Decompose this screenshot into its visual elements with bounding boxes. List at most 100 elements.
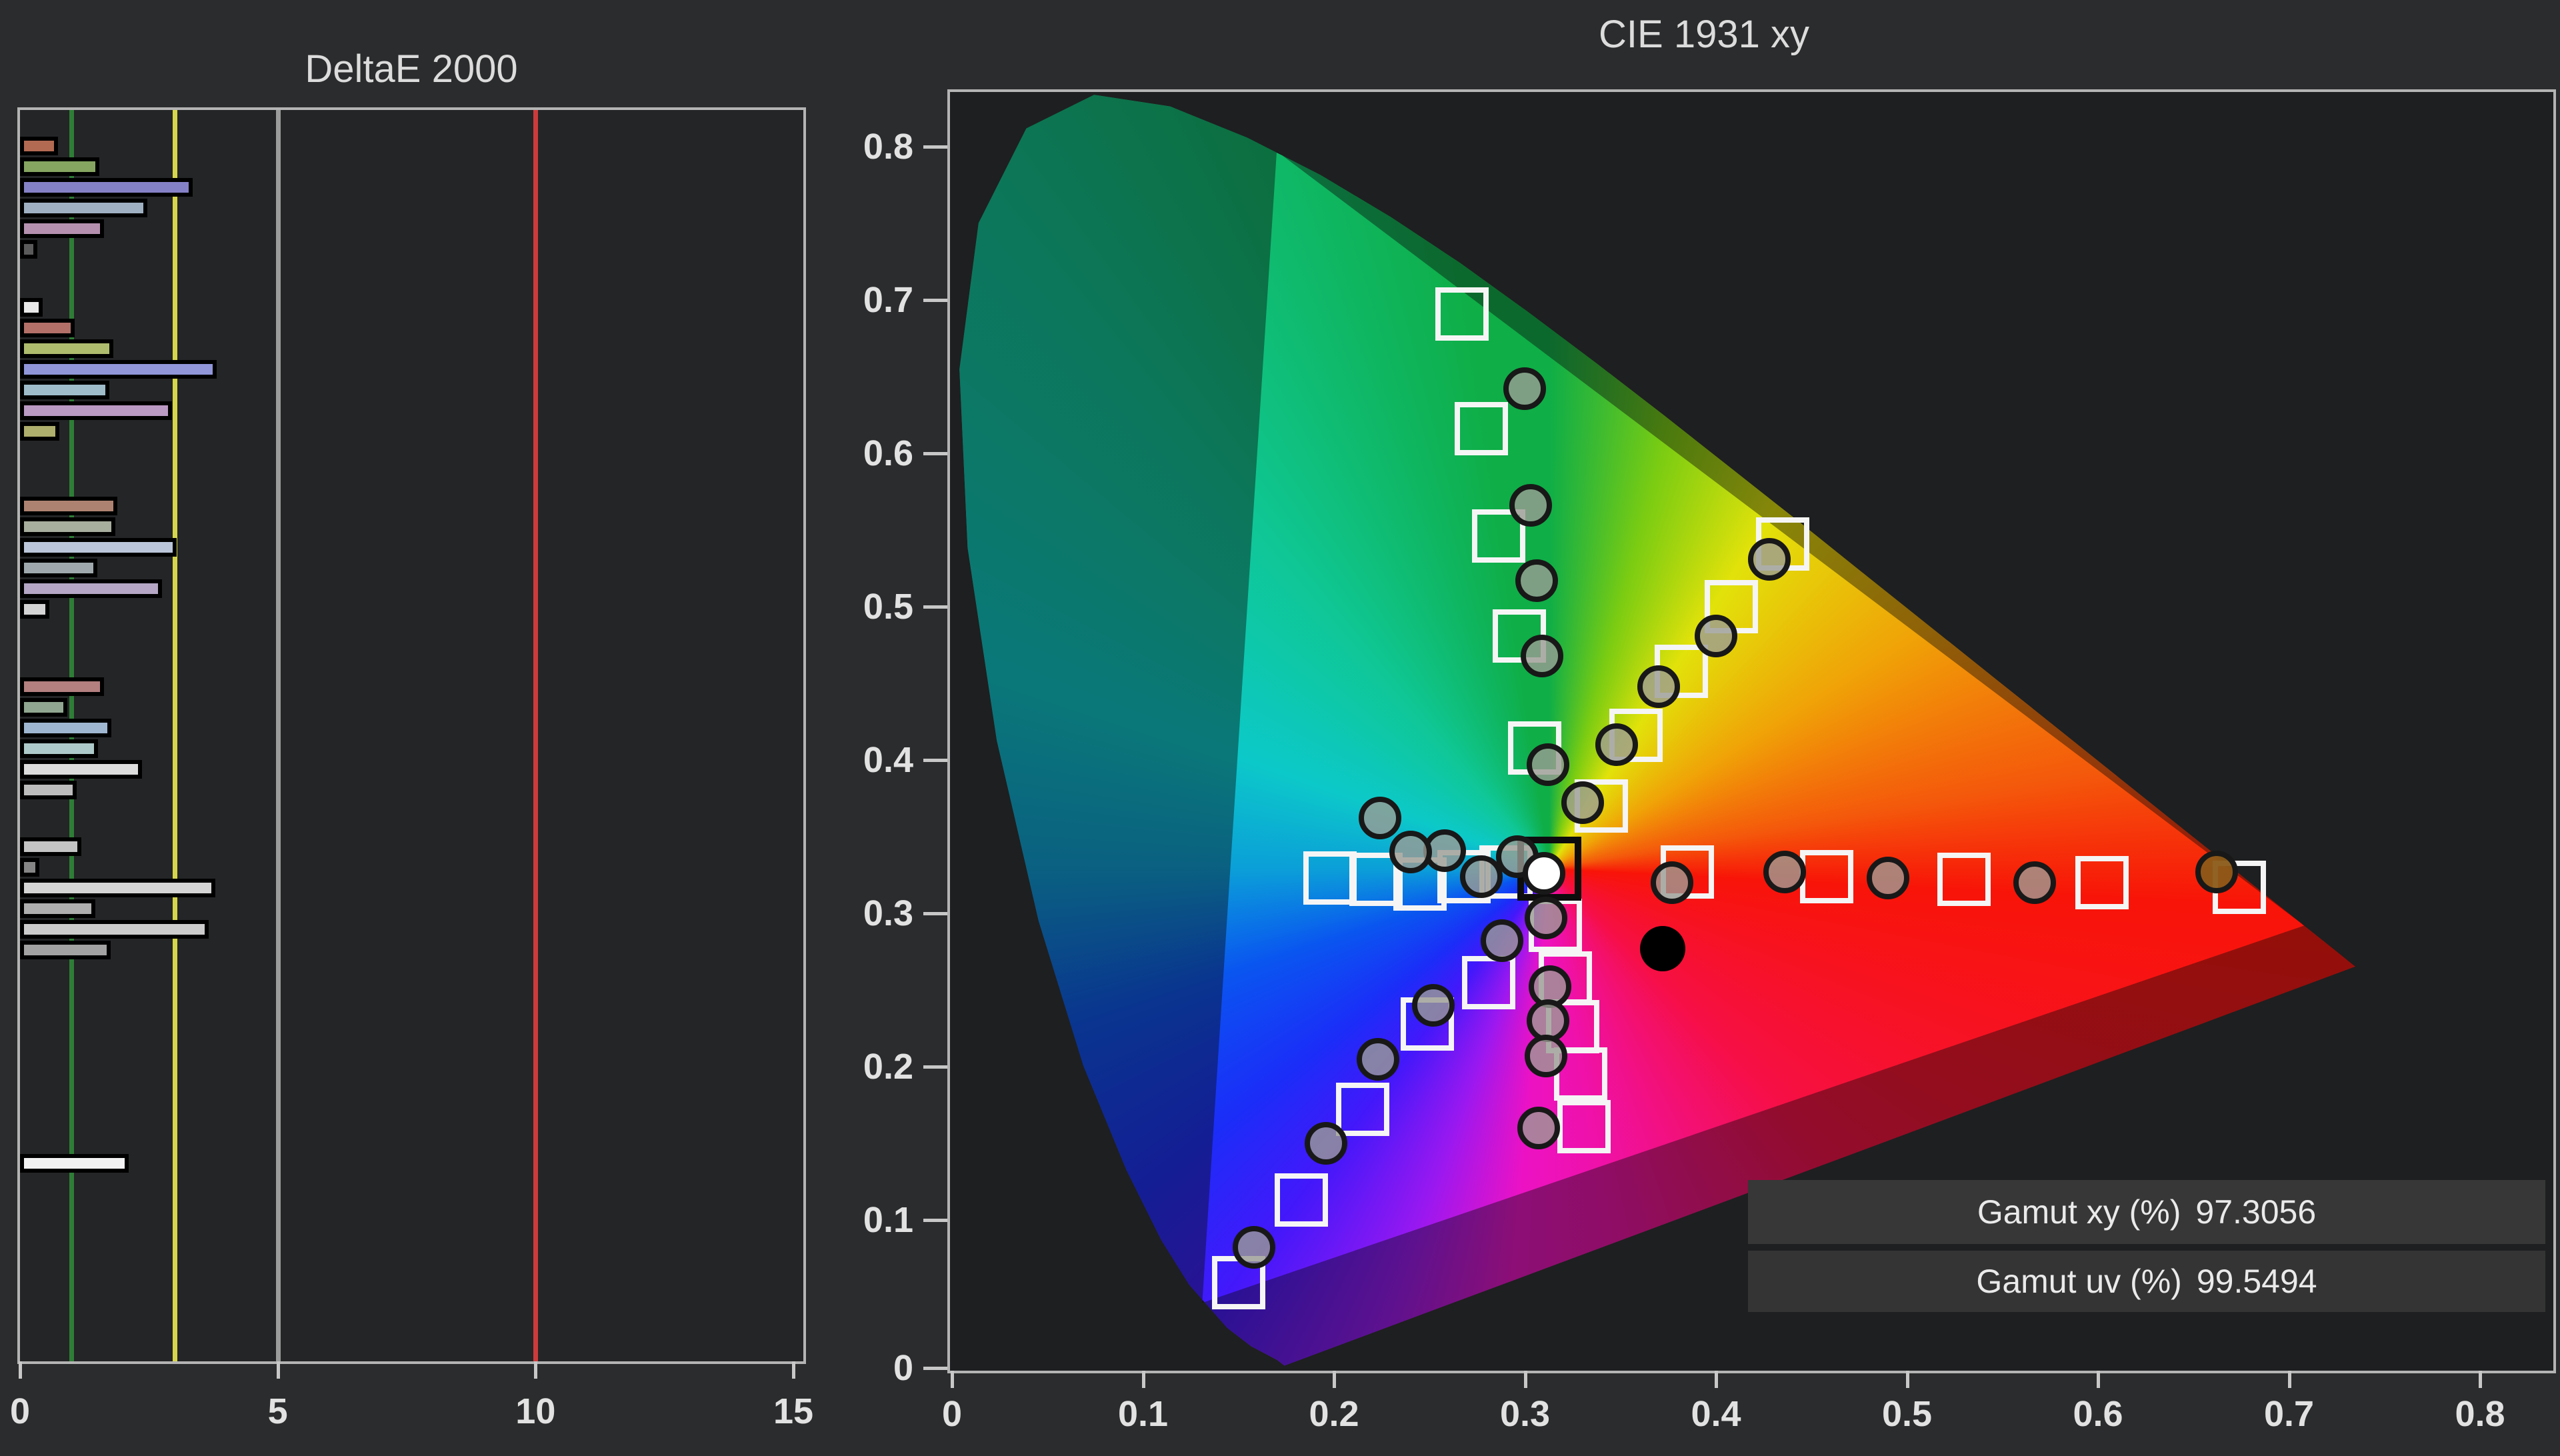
deltae-bar-white-stub-0 — [20, 298, 43, 317]
deltae-tick-label: 10 — [515, 1391, 556, 1431]
deltae-bar-sweep-4-1 — [20, 698, 67, 717]
targets-green-3 — [1454, 402, 1508, 456]
deltae-bar-white-100-0 — [20, 1154, 129, 1173]
cie-y-tick — [923, 452, 947, 455]
cie-diagram[interactable]: Gamut xy (%) 97.3056 Gamut uv (%) 99.549… — [950, 92, 2553, 1371]
measured-blue-4 — [1232, 1226, 1275, 1269]
measured-blue-3 — [1305, 1121, 1348, 1165]
targets-blue-0 — [1462, 955, 1516, 1009]
deltae-bar-sweep-1-2 — [20, 178, 193, 197]
cie-y-tick — [923, 605, 947, 609]
deltae-bar-sweep-2-3 — [20, 381, 109, 399]
cie-y-tick — [923, 759, 947, 762]
deltae-bar-sweep-3-4 — [20, 579, 162, 598]
deltae-bar-sweep-3-3 — [20, 559, 97, 577]
cie-y-tick — [923, 1219, 947, 1222]
targets-green-2 — [1471, 509, 1525, 563]
cie-y-tick-label: 0.8 — [863, 127, 913, 167]
deltae-bar-sweep-4-3 — [20, 739, 98, 758]
deltae-tick-label: 15 — [773, 1391, 814, 1431]
cie-y-tick-label: 0.5 — [863, 587, 913, 627]
measured-green-2 — [1515, 559, 1558, 602]
targets-magenta-4 — [1557, 1099, 1611, 1153]
cie-x-tick-label: 0.2 — [1309, 1394, 1359, 1434]
deltae-bar-grayscale-0 — [20, 837, 81, 856]
reference-black-dot-0 — [1639, 925, 1685, 971]
measured-red-2 — [1866, 857, 1909, 900]
measured-magenta-4 — [1517, 1106, 1560, 1149]
deltae-bar-sweep-2-0 — [20, 319, 75, 337]
deltae-bar-sweep-2-2 — [20, 360, 217, 379]
gamut-uv-value: 99.5494 — [2196, 1263, 2317, 1300]
deltae-bar-sweep-1-5 — [20, 240, 37, 259]
deltae-bar-sweep-1-3 — [20, 199, 147, 217]
measured-red-3 — [2013, 861, 2057, 905]
cie-chart-title: CIE 1931 xy — [1599, 13, 1809, 56]
targets-blue-2 — [1336, 1083, 1390, 1137]
deltae-tick — [19, 1361, 22, 1379]
measured-blue-0 — [1481, 919, 1524, 963]
cie-y-tick — [923, 1065, 947, 1069]
measured-blue-1 — [1411, 984, 1455, 1027]
measured-white-0 — [1523, 852, 1566, 895]
cie-x-tick — [1905, 1371, 1909, 1388]
cie-x-tick — [1333, 1371, 1336, 1388]
measured-green-4 — [1503, 367, 1547, 411]
targets-cyan-4 — [1303, 851, 1357, 905]
gamut-uv-readout: Gamut uv (%) 99.5494 — [1748, 1251, 2545, 1312]
measured-yellow-1 — [1595, 723, 1638, 766]
targets-green-4 — [1435, 287, 1489, 341]
cie-y-tick — [923, 299, 947, 302]
cie-x-tick — [2097, 1371, 2100, 1388]
cie-y-tick-label: 0.1 — [863, 1200, 913, 1240]
deltae-bar-sweep-3-0 — [20, 497, 117, 515]
measured-yellow-3 — [1695, 614, 1738, 657]
cie-y-tick-label: 0.6 — [863, 433, 913, 473]
cie-x-tick-label: 0.6 — [2073, 1394, 2123, 1434]
deltae-tick — [534, 1361, 538, 1379]
targets-red-2 — [1937, 853, 1991, 907]
cie-x-tick-label: 0.1 — [1117, 1394, 1169, 1434]
cie-y-tick-label: 0.7 — [863, 280, 913, 320]
gamut-xy-value: 97.3056 — [2195, 1193, 2317, 1231]
measured-cyan-4 — [1358, 797, 1401, 840]
deltae-bar-sweep-4-2 — [20, 719, 111, 737]
deltae-bar-sweep-4-0 — [20, 677, 104, 696]
deltae-bar-grayscale-1 — [20, 858, 39, 877]
deltae-bar-sweep-1-0 — [20, 137, 58, 155]
cie-x-tick-label: 0.7 — [2263, 1394, 2315, 1434]
measured-red-0 — [1651, 861, 1694, 905]
deltae-tick-label: 0 — [9, 1391, 31, 1431]
cie-x-tick-label: 0.3 — [1499, 1394, 1551, 1434]
cie-x-tick — [2287, 1371, 2291, 1388]
targets-red-1 — [1800, 849, 1854, 903]
measured-cyan-3 — [1389, 831, 1432, 874]
refline-deltaE-3-yellow — [173, 110, 177, 1361]
deltae-bar-sweep-2-1 — [20, 339, 113, 358]
cie-x-tick-label: 0 — [941, 1394, 963, 1434]
deltae-bar-grayscale-3 — [20, 899, 95, 918]
cie-y-tick-label: 0.3 — [863, 893, 913, 933]
cie-x-tick — [1715, 1371, 1718, 1388]
cie-x-tick — [951, 1371, 954, 1388]
targets-blue-3 — [1275, 1173, 1329, 1227]
deltae-bar-sweep-1-4 — [20, 219, 104, 238]
deltae-tick — [792, 1361, 795, 1379]
deltae-bar-sweep-2-4 — [20, 401, 172, 420]
deltae-chart-title: DeltaE 2000 — [305, 47, 518, 91]
deltae-bar-chart[interactable] — [20, 110, 803, 1361]
cie-x-tick-label: 0.4 — [1691, 1394, 1741, 1434]
measured-blue-2 — [1356, 1037, 1399, 1081]
measured-magenta-3 — [1524, 1034, 1567, 1077]
cie-y-tick-label: 0 — [893, 1348, 913, 1388]
cie-gamut-shading — [959, 95, 2355, 1366]
cie-x-tick — [1141, 1371, 1145, 1388]
gamut-xy-label: Gamut xy (%) — [1977, 1193, 2181, 1231]
cie-y-tick — [923, 912, 947, 915]
measured-green-3 — [1509, 484, 1553, 527]
measured-cyan-1 — [1459, 855, 1503, 898]
deltae-bar-sweep-4-4 — [20, 760, 142, 779]
gamut-uv-label: Gamut uv (%) — [1976, 1263, 2182, 1300]
deltae-bar-sweep-1-1 — [20, 157, 99, 176]
measured-green-1 — [1521, 634, 1564, 677]
